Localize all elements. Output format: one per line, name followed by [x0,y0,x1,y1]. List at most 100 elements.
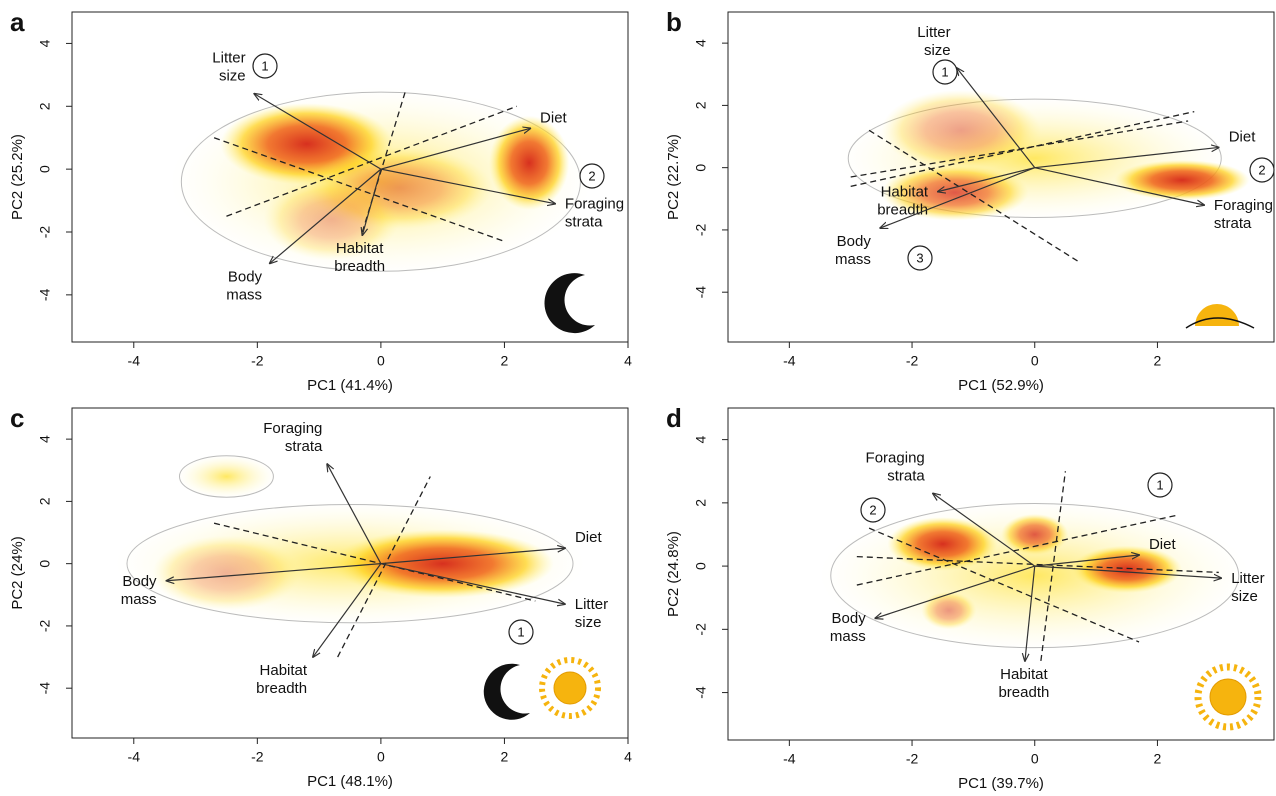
y-tick-label: 4 [37,39,53,47]
group-number: 1 [261,58,268,73]
x-tick-label: 4 [624,353,632,369]
y-tick-label: -2 [693,223,709,236]
x-tick-label: -4 [128,749,141,765]
density [489,116,569,210]
y-tick-label: 0 [37,560,53,568]
y-tick-label: -2 [37,226,53,239]
x-tick-label: 0 [377,749,385,765]
panel: -4 -2 0 2 4 4 2 0 -2 -4 PC1 (48.1%) PC2 (24%) c Forag… [9,403,632,790]
group-number: 2 [588,168,595,183]
loading-label: Diet [1149,536,1177,553]
loading-label: size [575,614,602,631]
loading-label: size [219,68,246,85]
loading-label: Foraging [263,420,322,437]
x-axis-label: PC1 (41.4%) [307,377,393,394]
group-number: 1 [941,64,948,79]
x-tick-label: -2 [251,353,264,369]
x-axis-label: PC1 (48.1%) [307,773,393,790]
y-axis-label: PC2 (25.2%) [9,134,26,220]
loading-label: Habitat [881,184,929,201]
loading-label: mass [830,628,866,645]
x-tick-label: 2 [1154,353,1162,369]
loading-label: Body [837,233,872,250]
panel: -4-202420-2-4PC1 (39.7%)PC2 (24.8%)dFora… [665,403,1274,792]
panel-label: d [666,403,682,433]
panel-label: c [10,403,24,433]
loading-label: mass [121,591,157,608]
loading-label: Foraging [1214,197,1273,214]
loading-label: Foraging [866,449,925,466]
x-tick-label: -4 [783,353,796,369]
group-number: 3 [916,250,923,265]
panel-label: b [666,7,682,37]
y-axis-label: PC2 (22.7%) [665,134,682,220]
loading-label: Litter [575,596,608,613]
moon-icon [544,273,595,333]
loading-label: Foraging [565,196,624,213]
density [177,455,276,499]
moon-icon [484,664,530,720]
loading-label: breadth [334,258,385,275]
loading-label: Diet [1229,128,1257,145]
density [921,591,976,629]
density [888,517,998,571]
y-axis-label: PC2 (24.8%) [665,531,682,617]
y-tick-label: 0 [37,165,53,173]
group-number: 1 [517,624,524,639]
density [1114,160,1249,200]
loading-label: breadth [877,202,928,219]
density [152,536,300,611]
y-tick-label: 2 [693,101,709,109]
group-number: 2 [1258,162,1265,177]
x-tick-label: -2 [906,751,919,767]
x-tick-label: 2 [1154,751,1162,767]
y-tick-label: 4 [37,435,53,443]
y-tick-label: 2 [693,499,709,507]
loading-label: Habitat [336,240,384,257]
y-axis-label: PC2 (24%) [9,536,26,609]
y-tick-label: 0 [693,164,709,172]
sun-icon [542,660,598,716]
y-tick-label: 2 [37,102,53,110]
loading-label: Litter [212,50,245,67]
loading-label: size [924,42,951,59]
x-tick-label: -2 [906,353,919,369]
x-axis-label: PC1 (39.7%) [958,775,1044,792]
y-tick-label: -4 [693,286,709,299]
y-tick-label: -4 [37,682,53,695]
loading-label: Body [122,573,157,590]
x-tick-label: 2 [501,353,509,369]
loading-label: mass [226,286,262,303]
loading-label: Body [228,268,263,285]
loading-label: strata [285,438,323,455]
figure: -4 -2 0 2 4 4 2 0 -2 -4 PC1 (41.4%) PC2 (25.2%) a Lit… [0,0,1276,796]
loading-label: breadth [998,684,1049,701]
x-tick-label: -2 [251,749,264,765]
group-number: 2 [869,502,876,517]
sunrise-icon [1186,304,1254,328]
x-tick-label: 4 [624,749,632,765]
loading-label: breadth [256,680,307,697]
loading-label: Diet [575,529,603,546]
loading-label: strata [887,467,925,484]
loading-label: size [1231,588,1258,605]
y-tick-label: -4 [693,686,709,699]
loading-label: strata [1214,215,1252,232]
x-tick-label: 0 [1031,751,1039,767]
loading-label: mass [835,251,871,268]
group-number: 1 [1156,477,1163,492]
loading-label: Diet [540,109,568,126]
y-tick-label: 2 [37,497,53,505]
y-tick-label: -2 [37,619,53,632]
x-tick-label: 0 [1031,353,1039,369]
plot-area [838,90,1249,261]
y-tick-label: 4 [693,39,709,47]
y-tick-label: 0 [693,562,709,570]
x-tick-label: 2 [501,749,509,765]
density [331,529,553,597]
panel-label: a [10,7,25,37]
loading-label: Habitat [1000,666,1048,683]
x-axis-label: PC1 (52.9%) [958,377,1044,394]
y-tick-label: -4 [37,288,53,301]
